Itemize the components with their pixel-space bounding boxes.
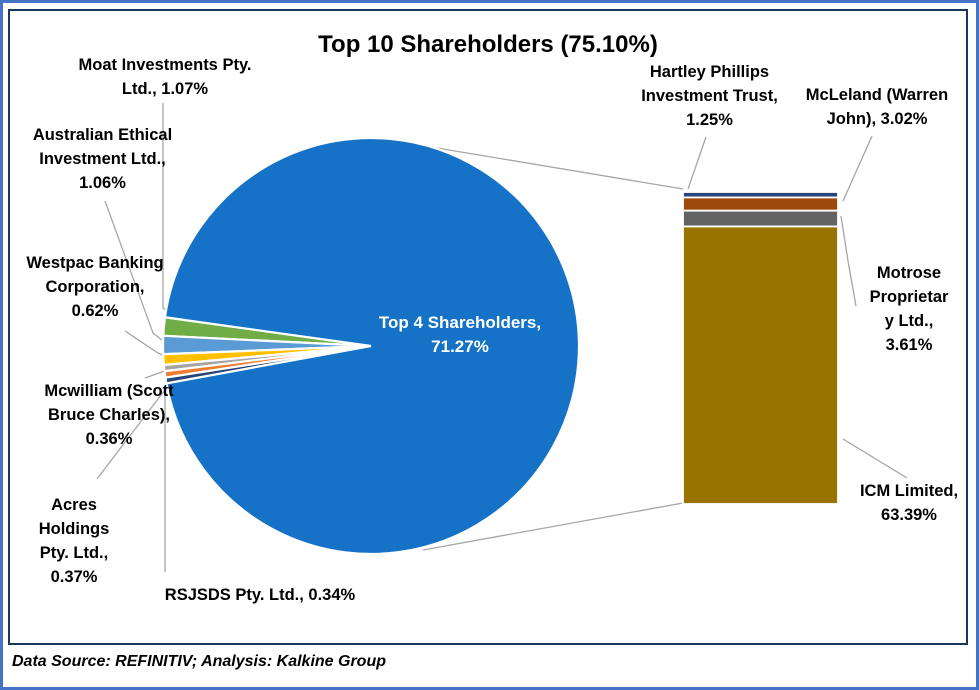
- label-mcwilliam: Mcwilliam (Scott Bruce Charles), 0.36%: [44, 382, 174, 448]
- pie-to-bar-connector-top: [424, 145, 684, 190]
- leader-motrose: [840, 215, 857, 307]
- leader-acres: [96, 377, 175, 480]
- label-moat-investments: Moat Investments Pty. Ltd., 1.07%: [78, 56, 252, 98]
- pie-to-bar-connector-bottom: [422, 502, 684, 551]
- label-mcleland: McLeland (Warren John), 3.02%: [805, 86, 949, 128]
- pie-slice-top4-shareholders: [163, 136, 581, 556]
- bar-segment-motrose: [682, 209, 839, 228]
- chart-canvas: [96, 103, 908, 572]
- leader-hartley: [687, 136, 707, 190]
- leader-mcleland: [842, 135, 873, 202]
- leader-westpac: [124, 330, 168, 358]
- label-westpac-banking: Westpac Banking Corporation, 0.62%: [26, 254, 164, 320]
- label-icm-limited: ICM Limited, 63.39%: [859, 482, 959, 524]
- bar-segment-icm: [682, 225, 839, 505]
- source-note: Data Source: REFINITIV; Analysis: Kalkin…: [12, 653, 386, 670]
- label-top4-shareholders: Top 4 Shareholders, 71.27%: [378, 313, 542, 356]
- chart-title: Top 10 Shareholders (75.10%): [318, 31, 658, 58]
- pie-and-bar: [161, 136, 839, 556]
- label-motrose: Motrose Proprietar y Ltd., 3.61%: [869, 264, 949, 354]
- label-rsjsds: RSJSDS Pty. Ltd., 0.34%: [164, 586, 356, 604]
- leader-icm: [842, 438, 908, 479]
- label-acres-holdings: Acres Holdings Pty. Ltd., 0.37%: [38, 496, 110, 586]
- bar-segment-mcleland: [682, 196, 839, 212]
- label-australian-ethical: Australian Ethical Investment Ltd., 1.06…: [32, 126, 173, 192]
- chart-area: Top 10 Shareholders (75.10%) Moat Invest…: [8, 9, 968, 645]
- label-hartley-phillips: Hartley Phillips Investment Trust, 1.25%: [641, 63, 778, 129]
